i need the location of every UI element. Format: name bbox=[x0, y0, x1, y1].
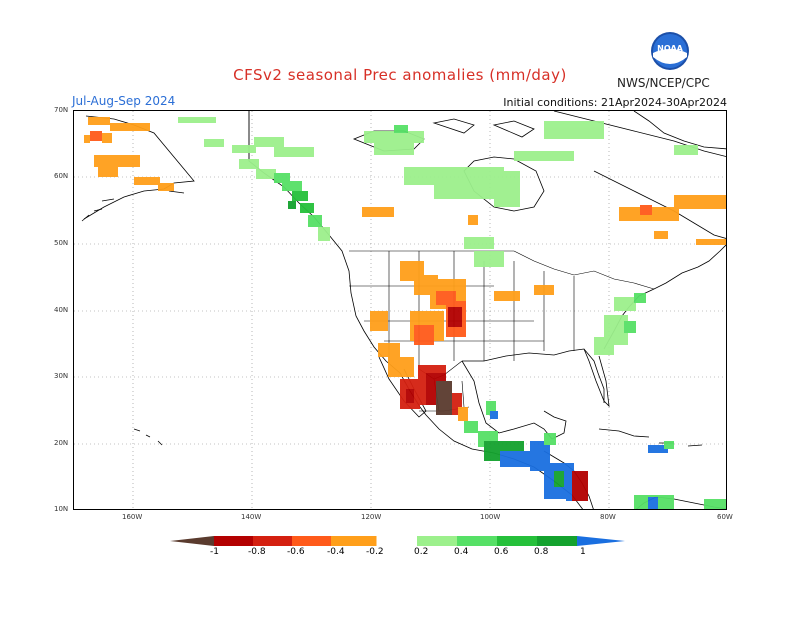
colorbar-seg-6 bbox=[417, 536, 457, 546]
map-panel bbox=[73, 110, 727, 510]
colorbar-seg-2 bbox=[253, 536, 292, 546]
lon-label-80w: 80W bbox=[600, 513, 616, 521]
lat-label-20n: 20N bbox=[54, 439, 69, 447]
lon-label-60w: 60W bbox=[717, 513, 733, 521]
colorbar bbox=[170, 535, 625, 547]
initial-conditions-label: Initial conditions: 21Apr2024-30Apr2024 bbox=[503, 96, 727, 109]
lat-label-70n: 70N bbox=[54, 106, 69, 114]
colorbar-seg-5 bbox=[376, 535, 418, 547]
lon-label-120w: 120W bbox=[361, 513, 382, 521]
colorbar-label-neg02: -0.2 bbox=[366, 547, 384, 557]
colorbar-seg-7 bbox=[457, 536, 497, 546]
season-label: Jul-Aug-Sep 2024 bbox=[72, 94, 176, 108]
colorbar-seg-4 bbox=[331, 536, 377, 546]
colorbar-label-02: 0.2 bbox=[414, 547, 429, 557]
colorbar-label-04: 0.4 bbox=[454, 547, 469, 557]
colorbar-seg-8 bbox=[497, 536, 537, 546]
colorbar-seg-1 bbox=[214, 536, 253, 546]
colorbar-label-06: 0.6 bbox=[494, 547, 509, 557]
colorbar-seg-10 bbox=[577, 536, 625, 546]
logo-text: NOAA bbox=[657, 44, 683, 53]
anomaly-shading bbox=[84, 117, 726, 509]
lon-label-140w: 140W bbox=[241, 513, 262, 521]
lon-label-100w: 100W bbox=[480, 513, 501, 521]
lat-label-60n: 60N bbox=[54, 172, 69, 180]
lat-label-30n: 30N bbox=[54, 372, 69, 380]
colorbar-label-neg06: -0.6 bbox=[287, 547, 305, 557]
colorbar-label-08: 0.8 bbox=[534, 547, 549, 557]
map-title: CFSv2 seasonal Prec anomalies (mm/day) bbox=[233, 66, 567, 84]
colorbar-seg-9 bbox=[537, 536, 577, 546]
map-svg bbox=[74, 111, 726, 509]
colorbar-label-neg08: -0.8 bbox=[248, 547, 266, 557]
lat-label-40n: 40N bbox=[54, 306, 69, 314]
lat-label-10n: 10N bbox=[54, 505, 69, 513]
agency-label: NWS/NCEP/CPC bbox=[617, 76, 710, 90]
colorbar-seg-3 bbox=[292, 536, 331, 546]
lon-label-160w: 160W bbox=[122, 513, 143, 521]
colorbar-label-neg1: -1 bbox=[210, 547, 219, 557]
noaa-logo: NOAA bbox=[651, 32, 689, 70]
colorbar-label-1: 1 bbox=[580, 547, 586, 557]
colorbar-label-neg04: -0.4 bbox=[327, 547, 345, 557]
lat-label-50n: 50N bbox=[54, 239, 69, 247]
colorbar-seg-0 bbox=[170, 536, 214, 546]
